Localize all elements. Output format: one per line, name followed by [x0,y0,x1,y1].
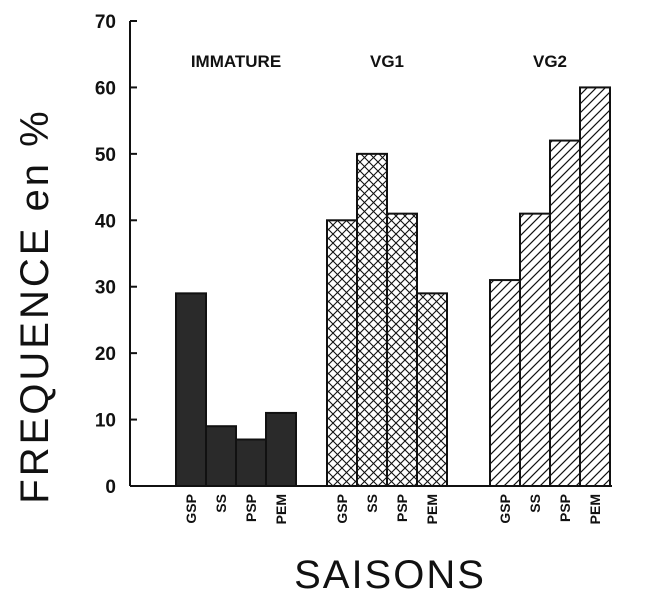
y-tick-label: 40 [95,211,116,232]
y-tick-label: 10 [95,411,116,432]
bar-immature-pem [265,411,297,487]
bar-vg2-psp [549,139,581,487]
x-tick-label: GSP [334,494,350,524]
y-tick-label: 30 [95,278,116,299]
bar-immature-ss [205,425,237,488]
x-tick-label: GSP [183,494,199,524]
x-tick-label: PSP [394,494,410,522]
y-tick-label: 20 [95,344,116,365]
x-tick-label: PEM [587,494,603,524]
y-tick-label: 0 [105,477,116,498]
y-axis-title: FREQUENCE en % [13,108,57,503]
group-label-vg2: VG2 [533,52,567,71]
x-tick-label: PEM [273,494,289,524]
x-axis-title: SAISONS [294,553,486,592]
bar-vg2-ss [519,212,551,487]
x-tick-label: PSP [243,494,259,522]
bar-vg1-psp [386,212,418,487]
x-tick-label: SS [527,494,543,513]
bar-vg1-ss [356,152,388,487]
bar-vg2-gsp [489,279,521,488]
x-tick-label: GSP [497,494,513,524]
bar-vg1-pem [416,292,448,487]
y-tick-label: 60 [95,78,116,99]
bars [130,86,612,488]
y-tick-label: 70 [95,12,116,33]
bar-vg2-pem [579,86,611,488]
bar-immature-gsp [175,292,207,487]
x-tick-label: SS [213,494,229,513]
x-tick-label: PEM [424,494,440,524]
group-label-immature: IMMATURE [191,52,281,71]
y-tick-label: 50 [95,145,116,166]
y-axis: 0 10 20 30 40 50 60 70 [95,12,137,498]
group-label-vg1: VG1 [370,52,404,71]
group-labels: IMMATURE VG1 VG2 [191,52,567,71]
bar-immature-psp [235,438,267,487]
x-tick-label: SS [364,494,380,513]
x-tick-label: PSP [557,494,573,522]
bar-vg1-gsp [326,219,358,488]
x-tick-labels: GSP SS PSP PEM GSP SS PSP PEM GSP SS PSP PEM [183,494,603,524]
